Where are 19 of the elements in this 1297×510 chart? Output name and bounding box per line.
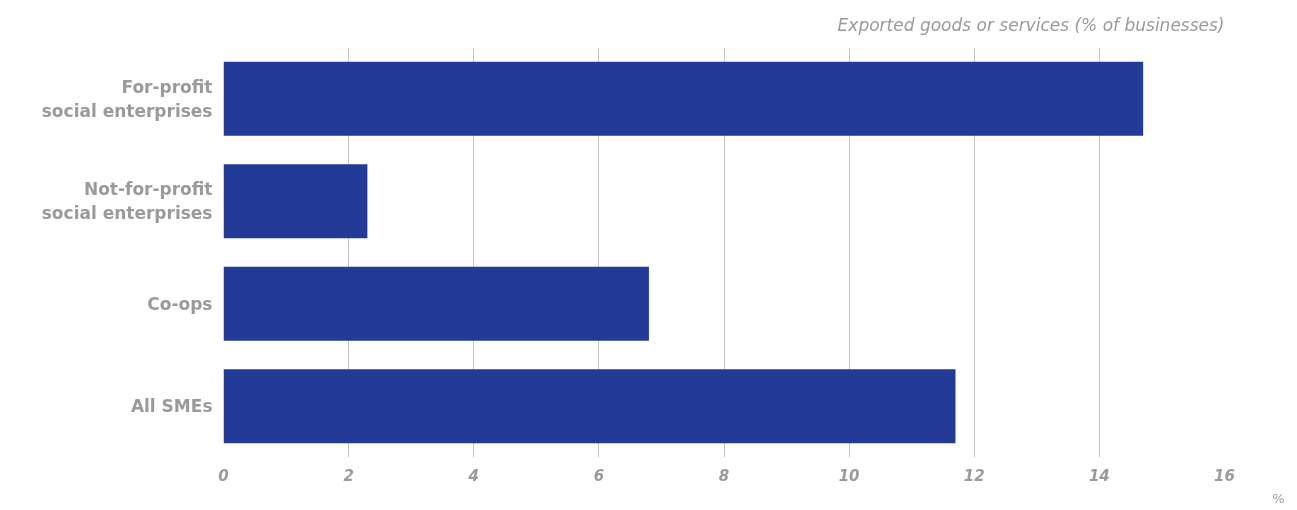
bar <box>223 369 956 444</box>
x-tick-label: 4 <box>467 466 479 485</box>
x-tick-label: 16 <box>1214 466 1235 485</box>
x-tick-label: 10 <box>838 466 860 485</box>
y-tick-label: Not-for-profit social enterprises <box>41 179 213 224</box>
x-tick-label: 0 <box>218 466 229 485</box>
bar <box>223 266 649 341</box>
y-tick-label: For-profit social enterprises <box>41 76 213 121</box>
bar <box>223 61 1144 136</box>
bar <box>223 164 368 239</box>
x-tick-label: 6 <box>593 466 605 485</box>
chart-title: Exported goods or services (% of businesses) <box>837 15 1225 35</box>
x-axis-title: % <box>1272 490 1285 506</box>
y-tick-label: Co-ops <box>147 293 213 314</box>
x-tick-label: 14 <box>1088 466 1110 485</box>
x-tick-label: 12 <box>963 466 985 485</box>
x-tick-label: 2 <box>343 466 354 485</box>
y-tick-label: All SMEs <box>130 396 213 417</box>
x-tick-label: 8 <box>718 466 730 485</box>
